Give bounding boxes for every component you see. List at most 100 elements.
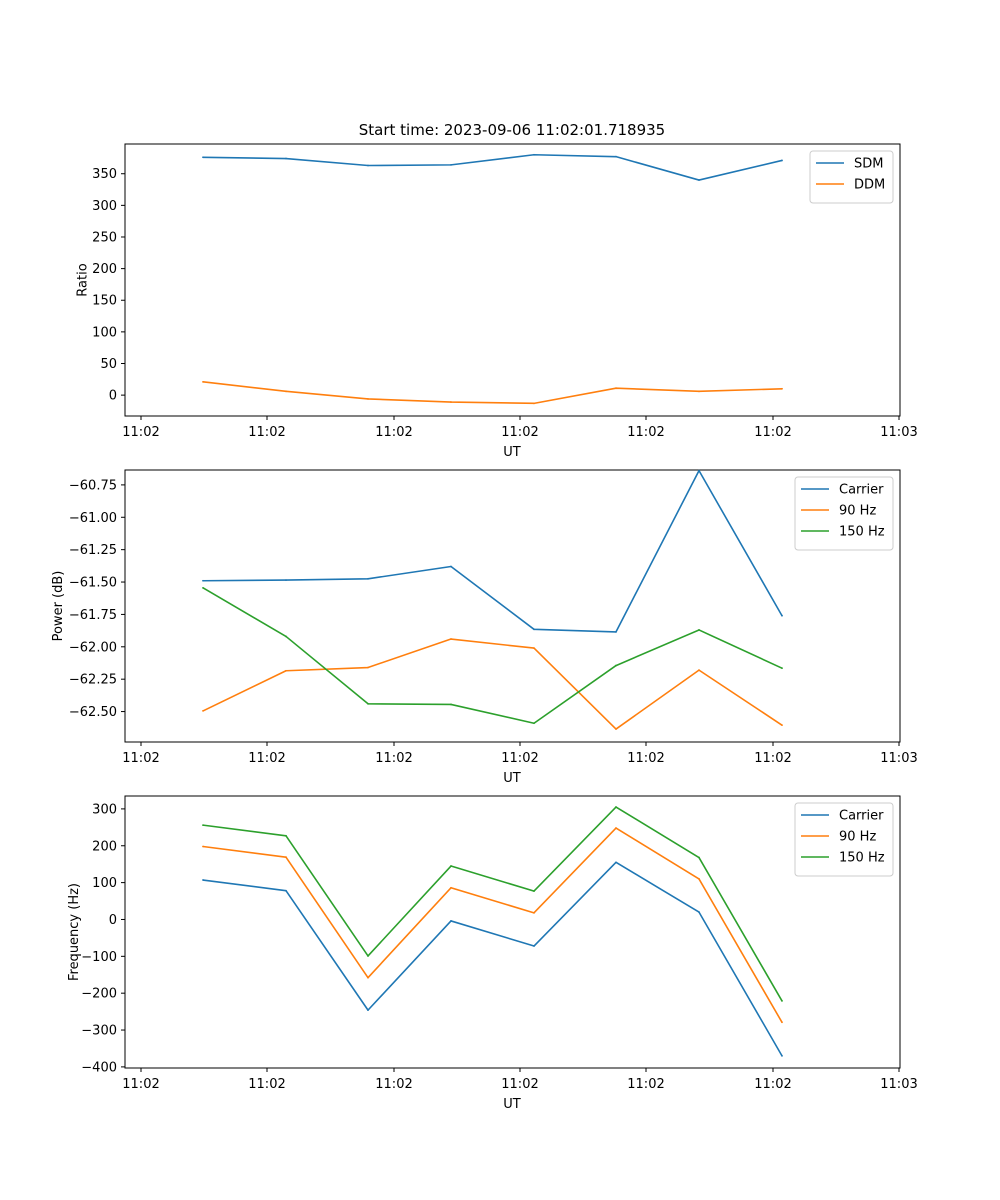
series-line-150-hz [202, 806, 783, 1002]
y-tick-label: −300 [81, 1024, 117, 1039]
data-point-sdm [533, 153, 535, 156]
data-point-ddm [698, 390, 700, 393]
x-tick-label: 11:02 [248, 1077, 285, 1092]
data-point-150-hz [698, 629, 700, 631]
y-tick-label: 250 [92, 230, 117, 245]
data-point-carrier [615, 861, 617, 864]
frequency-panel: 11:02 11:02 11:02 11:02 11:02 11:02 11:03 UT −40… [67, 795, 918, 1112]
y-tick-label: 300 [92, 802, 117, 817]
data-point-sdm [698, 179, 700, 181]
data-point-ddm [781, 387, 783, 390]
data-point-150-hz [781, 667, 783, 670]
data-point-carrier [367, 577, 369, 580]
legend-label: DDM [854, 178, 885, 193]
x-tick-label: 11:02 [501, 425, 538, 440]
y-tick-label: 100 [92, 325, 117, 340]
series-line-carrier [202, 469, 783, 633]
y-tick-label: −61.75 [69, 608, 117, 623]
legend-label: Carrier [839, 483, 884, 498]
legend-label: 90 Hz [839, 830, 876, 845]
x-tick-label: 11:02 [375, 425, 412, 440]
data-point-150-hz [533, 722, 535, 725]
y-tick-label: 0 [109, 913, 117, 928]
data-point-90-hz [781, 724, 783, 727]
data-point-ddm [615, 387, 617, 390]
y-tick-label: 150 [92, 294, 117, 309]
legend-label: SDM [854, 157, 883, 172]
data-point-150-hz [367, 702, 369, 705]
data-point-90-hz [615, 728, 617, 730]
data-point-ddm [367, 398, 369, 400]
data-point-carrier [781, 1054, 783, 1057]
ratio-panel: 11:02 11:02 11:02 11:02 11:02 11:02 11:03 UT 0 50… [75, 143, 918, 460]
legend-label: 90 Hz [839, 504, 876, 519]
x-tick-label: 11:02 [501, 751, 538, 766]
data-point-150-hz [367, 955, 369, 957]
y-axis-label: Ratio [75, 263, 90, 296]
data-point-150-hz [285, 635, 287, 638]
legend: Carrier 90 Hz 150 Hz [794, 476, 894, 551]
x-tick-label: 11:02 [375, 751, 412, 766]
series-line-carrier [202, 861, 783, 1057]
y-tick-label: −61.25 [69, 543, 117, 558]
y-tick-label: −61.50 [69, 576, 117, 591]
series-line-sdm [202, 153, 783, 181]
data-point-carrier [615, 631, 617, 633]
data-point-150-hz [698, 856, 700, 859]
series-line-90-hz [202, 638, 783, 730]
data-point-90-hz [533, 647, 535, 649]
data-point-90-hz [533, 911, 535, 914]
legend-label: 150 Hz [839, 851, 885, 866]
series-line-150-hz [202, 587, 783, 725]
y-tick-label: 300 [92, 199, 117, 214]
y-tick-label: −61.00 [69, 511, 117, 526]
legend-label: Carrier [839, 809, 884, 824]
data-point-ddm [450, 401, 452, 403]
y-tick-label: 200 [92, 839, 117, 854]
y-tick-label: −200 [81, 987, 117, 1002]
data-point-150-hz [450, 703, 452, 706]
x-tick-label: 11:02 [627, 425, 664, 440]
data-point-carrier [781, 614, 783, 617]
data-point-90-hz [202, 710, 204, 712]
x-tick-label: 11:02 [627, 751, 664, 766]
data-point-150-hz [615, 664, 617, 667]
legend: SDM DDM [809, 150, 894, 204]
x-tick-label: 11:02 [627, 1077, 664, 1092]
legend: Carrier 90 Hz 150 Hz [794, 802, 894, 877]
y-tick-label: −100 [81, 950, 117, 965]
data-point-90-hz [450, 638, 452, 640]
data-point-90-hz [202, 845, 204, 848]
axes-frame [124, 143, 901, 417]
y-tick-label: 50 [100, 357, 117, 372]
data-point-90-hz [698, 669, 700, 672]
data-point-sdm [781, 159, 783, 162]
data-point-carrier [367, 1009, 369, 1012]
x-tick-label: 11:02 [501, 1077, 538, 1092]
data-point-sdm [615, 155, 617, 158]
x-tick-label: 11:03 [880, 425, 917, 440]
data-point-carrier [450, 565, 452, 568]
y-tick-label: 350 [92, 167, 117, 182]
data-point-carrier [533, 945, 535, 947]
x-tick-label: 11:02 [122, 751, 159, 766]
data-point-carrier [698, 911, 700, 913]
data-point-carrier [202, 579, 204, 582]
data-point-150-hz [781, 1000, 783, 1002]
data-point-90-hz [285, 856, 287, 859]
x-tick-label: 11:02 [754, 751, 791, 766]
data-point-carrier [202, 879, 204, 881]
axes-frame [124, 469, 901, 743]
x-axis-label: UT [503, 1097, 521, 1112]
data-point-carrier [698, 469, 700, 472]
data-point-150-hz [533, 890, 535, 892]
data-point-150-hz [285, 834, 287, 837]
data-point-sdm [367, 164, 369, 167]
axes-frame [124, 795, 901, 1069]
x-tick-label: 11:03 [880, 1077, 917, 1092]
data-point-150-hz [450, 865, 452, 867]
data-point-90-hz [698, 878, 700, 880]
data-point-150-hz [202, 824, 204, 827]
data-point-90-hz [367, 976, 369, 979]
y-tick-label: −60.75 [69, 478, 117, 493]
